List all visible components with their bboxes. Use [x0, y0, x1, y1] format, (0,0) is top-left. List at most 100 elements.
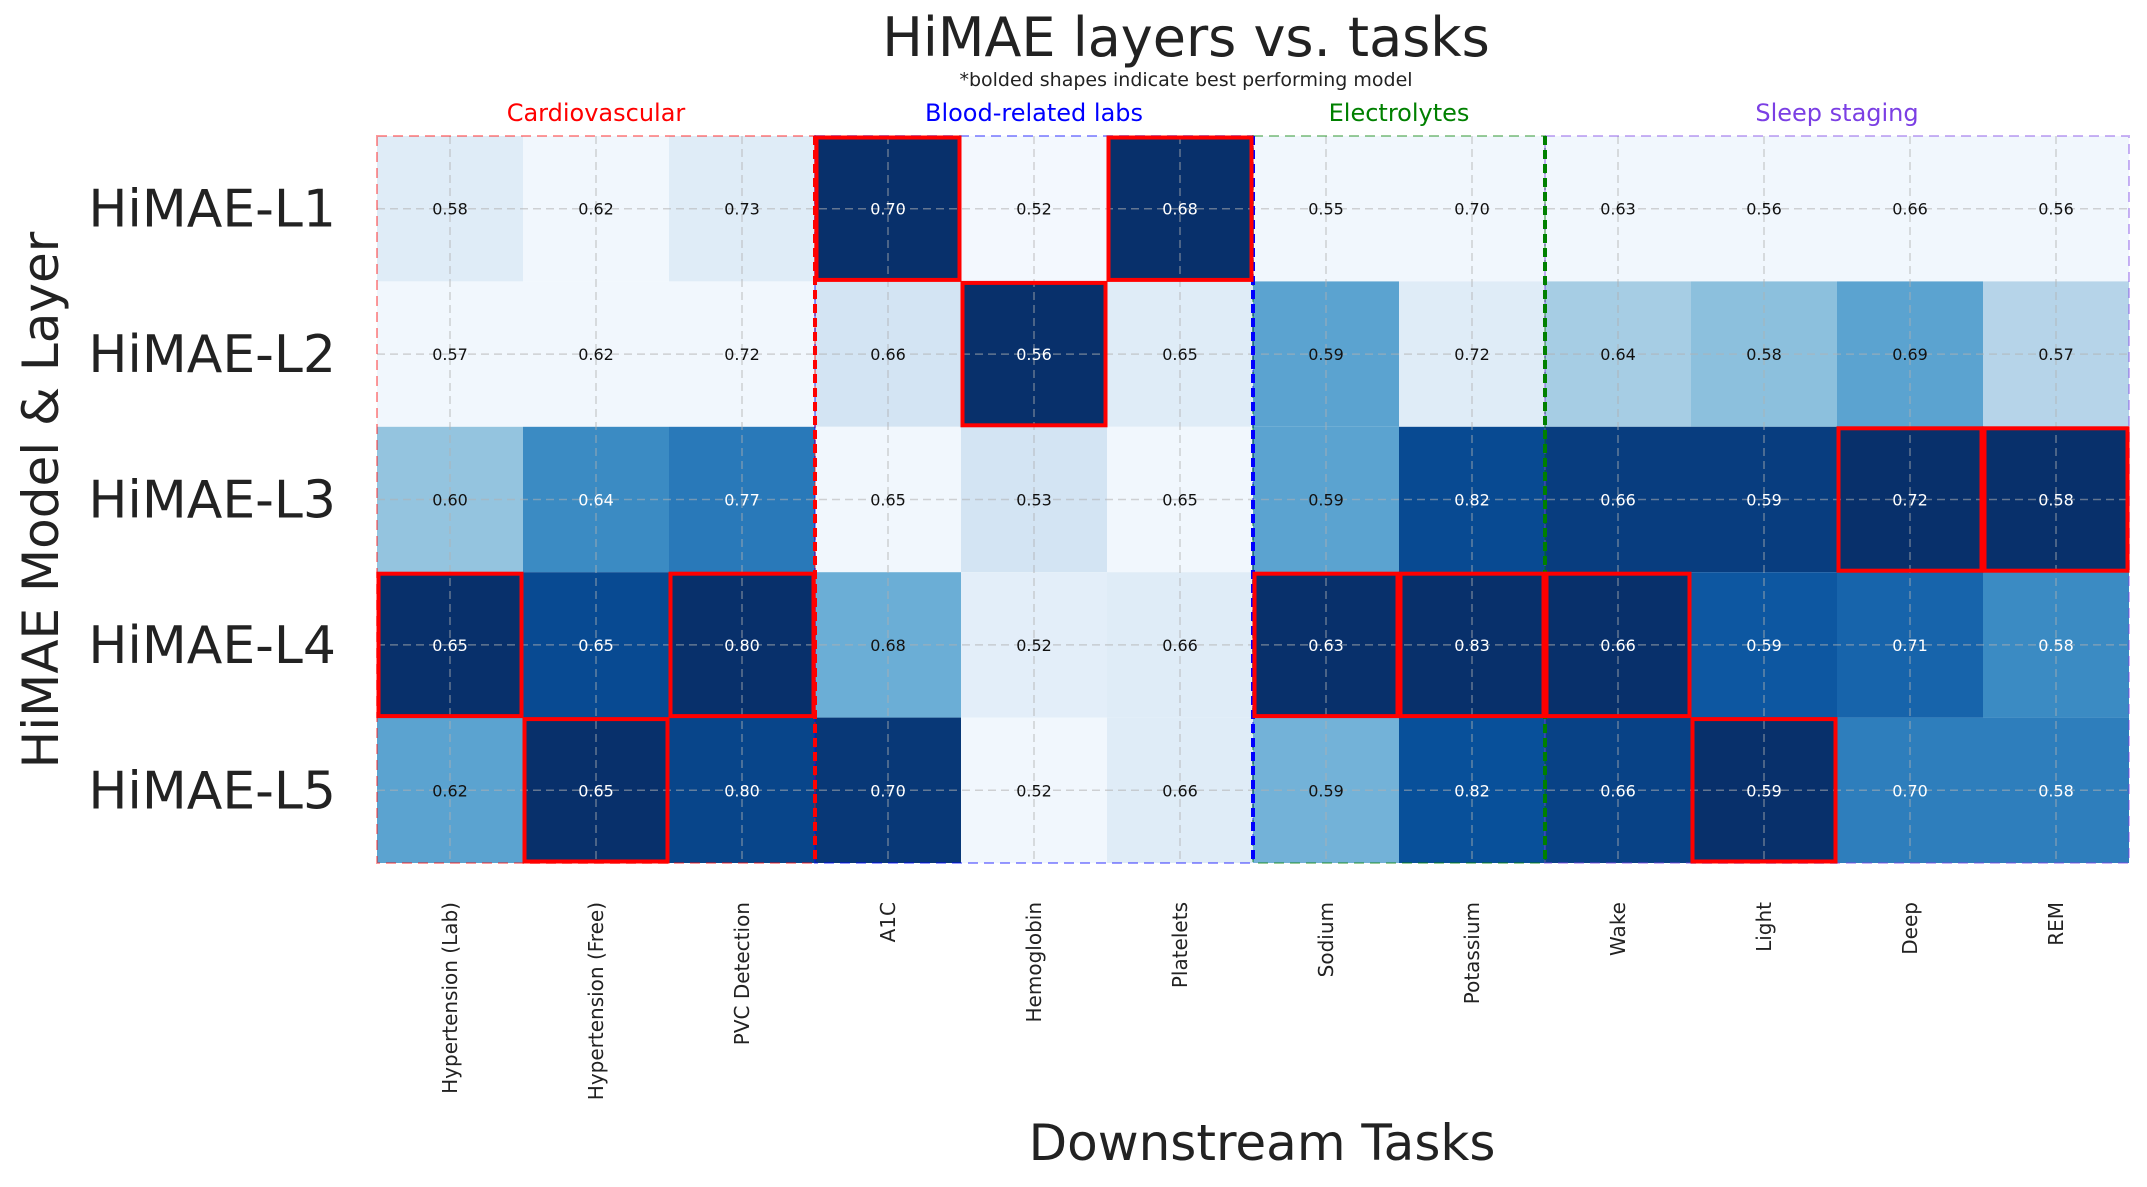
best-model-highlight — [1106, 135, 1254, 282]
column-label: Hypertension (Lab) — [438, 902, 462, 1094]
best-model-highlight — [1252, 571, 1400, 719]
cell-value-label: 0.57 — [2038, 345, 2074, 364]
group-label: Cardiovascular — [507, 99, 686, 127]
cell-value-label: 0.65 — [578, 781, 614, 800]
row-label: HiMAE-L1 — [88, 180, 336, 240]
cell-value-label: 0.56 — [2038, 200, 2074, 219]
cell-value-label: 0.58 — [1746, 345, 1782, 364]
cell-value-label: 0.62 — [578, 345, 614, 364]
best-model-highlight — [376, 571, 524, 719]
cell-value-label: 0.66 — [1162, 781, 1198, 800]
best-model-highlight — [668, 571, 816, 719]
row-label: HiMAE-L2 — [88, 325, 336, 385]
best-model-highlight — [1398, 571, 1546, 719]
group-label: Sleep staging — [1755, 99, 1918, 127]
cell-value-label: 0.59 — [1746, 636, 1782, 655]
cell-value-label: 0.65 — [1162, 345, 1198, 364]
group-label: Electrolytes — [1329, 99, 1470, 127]
best-model-highlight — [522, 717, 670, 864]
cell-value-label: 0.59 — [1308, 345, 1344, 364]
cell-value-label: 0.58 — [2038, 636, 2074, 655]
cell-value-label: 0.52 — [1016, 781, 1052, 800]
column-label: Hypertension (Free) — [584, 902, 608, 1100]
cell-value-label: 0.83 — [1454, 636, 1490, 655]
cell-value-label: 0.80 — [724, 781, 760, 800]
cell-value-label: 0.72 — [724, 345, 760, 364]
cell-value-label: 0.66 — [870, 345, 906, 364]
chart-subtitle: *bolded shapes indicate best performing … — [959, 69, 1412, 91]
cell-value-label: 0.66 — [1892, 200, 1928, 219]
cell-value-label: 0.63 — [1308, 636, 1344, 655]
cell-value-label: 0.68 — [870, 636, 906, 655]
cell-value-label: 0.70 — [870, 200, 906, 219]
cell-value-label: 0.63 — [1600, 200, 1636, 219]
best-model-highlight — [1690, 717, 1838, 864]
cell-value-label: 0.55 — [1308, 200, 1344, 219]
cell-value-label: 0.62 — [578, 200, 614, 219]
column-label: Hemoglobin — [1022, 902, 1046, 1022]
column-label: A1C — [876, 902, 900, 942]
column-label: Sodium — [1314, 902, 1338, 977]
cell-value-label: 0.66 — [1600, 491, 1636, 510]
cell-value-label: 0.73 — [724, 200, 760, 219]
cell-value-label: 0.64 — [578, 491, 614, 510]
cell-value-label: 0.66 — [1600, 636, 1636, 655]
column-label: Potassium — [1460, 902, 1484, 1004]
best-model-highlights — [376, 135, 2130, 864]
column-label: Wake — [1606, 902, 1630, 956]
cell-value-label: 0.68 — [1162, 200, 1198, 219]
y-axis-title: HiMAE Model & Layer — [12, 231, 70, 768]
cell-value-label: 0.59 — [1746, 781, 1782, 800]
row-label: HiMAE-L5 — [88, 761, 336, 821]
best-model-highlight — [960, 280, 1108, 428]
cell-value-label: 0.65 — [870, 491, 906, 510]
cell-value-label: 0.59 — [1308, 781, 1344, 800]
cell-value-label: 0.57 — [432, 345, 468, 364]
cell-value-label: 0.65 — [578, 636, 614, 655]
row-label: HiMAE-L4 — [88, 616, 336, 676]
column-label: REM — [2044, 902, 2068, 946]
row-label: HiMAE-L3 — [88, 471, 336, 531]
cell-value-label: 0.66 — [1600, 781, 1636, 800]
column-label: Deep — [1898, 902, 1922, 955]
best-model-highlight — [814, 135, 962, 282]
cell-value-label: 0.65 — [432, 636, 468, 655]
cell-value-label: 0.58 — [432, 200, 468, 219]
group-labels: Cardiovascular Blood-related labs Electrol… — [507, 99, 1919, 127]
cell-value-labels: 0.58 0.62 0.73 0.70 0.52 0.68 0.55 0.70 0.63 0.56… — [432, 200, 2074, 801]
cell-value-label: 0.66 — [1162, 636, 1198, 655]
cell-value-label: 0.58 — [2038, 491, 2074, 510]
cell-value-label: 0.52 — [1016, 200, 1052, 219]
best-model-highlight — [1544, 571, 1692, 719]
best-model-highlight — [1836, 426, 1984, 573]
group-frame — [814, 135, 1254, 864]
cell-value-label: 0.59 — [1746, 491, 1782, 510]
cell-value-label: 0.56 — [1016, 345, 1052, 364]
column-label: Platelets — [1168, 902, 1192, 988]
cell-value-label: 0.58 — [2038, 781, 2074, 800]
column-label: Light — [1752, 902, 1776, 952]
group-label: Blood-related labs — [925, 99, 1143, 127]
cell-value-label: 0.70 — [1454, 200, 1490, 219]
cell-value-label: 0.77 — [724, 491, 760, 510]
column-labels: Hypertension (Lab) Hypertension (Free) PVC… — [438, 902, 2068, 1100]
cell-value-label: 0.64 — [1600, 345, 1636, 364]
cell-value-label: 0.70 — [870, 781, 906, 800]
cell-value-label: 0.72 — [1454, 345, 1490, 364]
cell-value-label: 0.52 — [1016, 636, 1052, 655]
x-axis-title: Downstream Tasks — [1029, 1114, 1496, 1172]
column-label: PVC Detection — [730, 902, 754, 1045]
chart-title: HiMAE layers vs. tasks — [882, 6, 1489, 69]
row-labels: HiMAE-L1 HiMAE-L2 HiMAE-L3 HiMAE-L4 HiMAE-L5 — [88, 180, 336, 822]
cell-value-label: 0.59 — [1308, 491, 1344, 510]
cell-value-label: 0.62 — [432, 781, 468, 800]
cell-value-label: 0.56 — [1746, 200, 1782, 219]
cell-value-label: 0.82 — [1454, 781, 1490, 800]
best-model-highlight — [1982, 426, 2130, 573]
cell-value-label: 0.71 — [1892, 636, 1928, 655]
cell-value-label: 0.60 — [432, 491, 468, 510]
cell-value-label: 0.72 — [1892, 491, 1928, 510]
cell-value-label: 0.53 — [1016, 491, 1052, 510]
group-frame — [1252, 135, 1546, 864]
